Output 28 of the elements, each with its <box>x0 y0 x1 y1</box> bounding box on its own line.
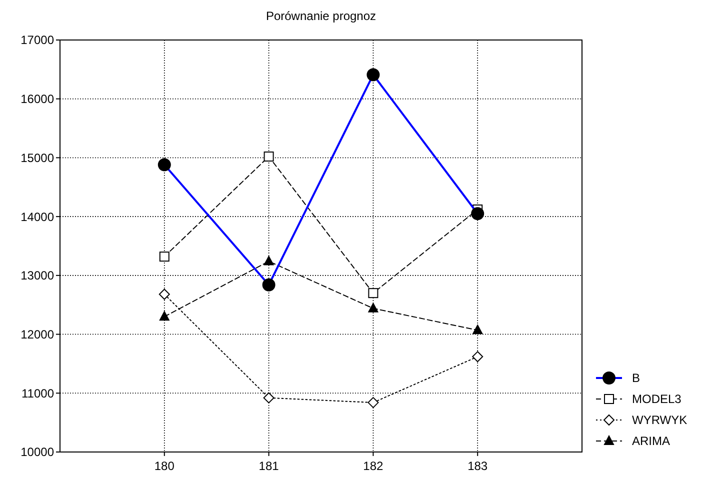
y-tick-label: 17000 <box>20 33 54 48</box>
x-tick-label: 181 <box>258 459 280 473</box>
point <box>264 152 274 162</box>
point <box>472 351 484 362</box>
legend-label: WYRWYK <box>632 413 688 428</box>
y-tick-label: 16000 <box>20 92 54 106</box>
point <box>158 288 170 300</box>
x-tick-label: 183 <box>468 459 488 473</box>
point <box>368 302 378 312</box>
y-tick-label: 11000 <box>22 386 54 400</box>
point <box>263 392 274 404</box>
y-tick-label: 10000 <box>20 445 54 460</box>
point <box>368 288 378 298</box>
y-tick-label: 12000 <box>20 327 54 342</box>
legend-label: B <box>632 371 640 386</box>
point <box>159 252 170 262</box>
chart-title: Porównanie prognoz <box>266 9 376 23</box>
legend-label: MODEL3 <box>632 392 682 406</box>
point <box>264 256 274 266</box>
y-tick-label: 13000 <box>20 268 54 283</box>
point <box>472 324 483 334</box>
point <box>159 311 170 321</box>
x-tick-label: 182 <box>363 459 384 473</box>
x-tick-label: 180 <box>154 459 175 473</box>
legend-label: ARIMA <box>632 434 670 448</box>
y-tick-label: 14000 <box>20 210 54 224</box>
y-tick-label: 15000 <box>20 150 54 165</box>
point <box>368 397 379 408</box>
